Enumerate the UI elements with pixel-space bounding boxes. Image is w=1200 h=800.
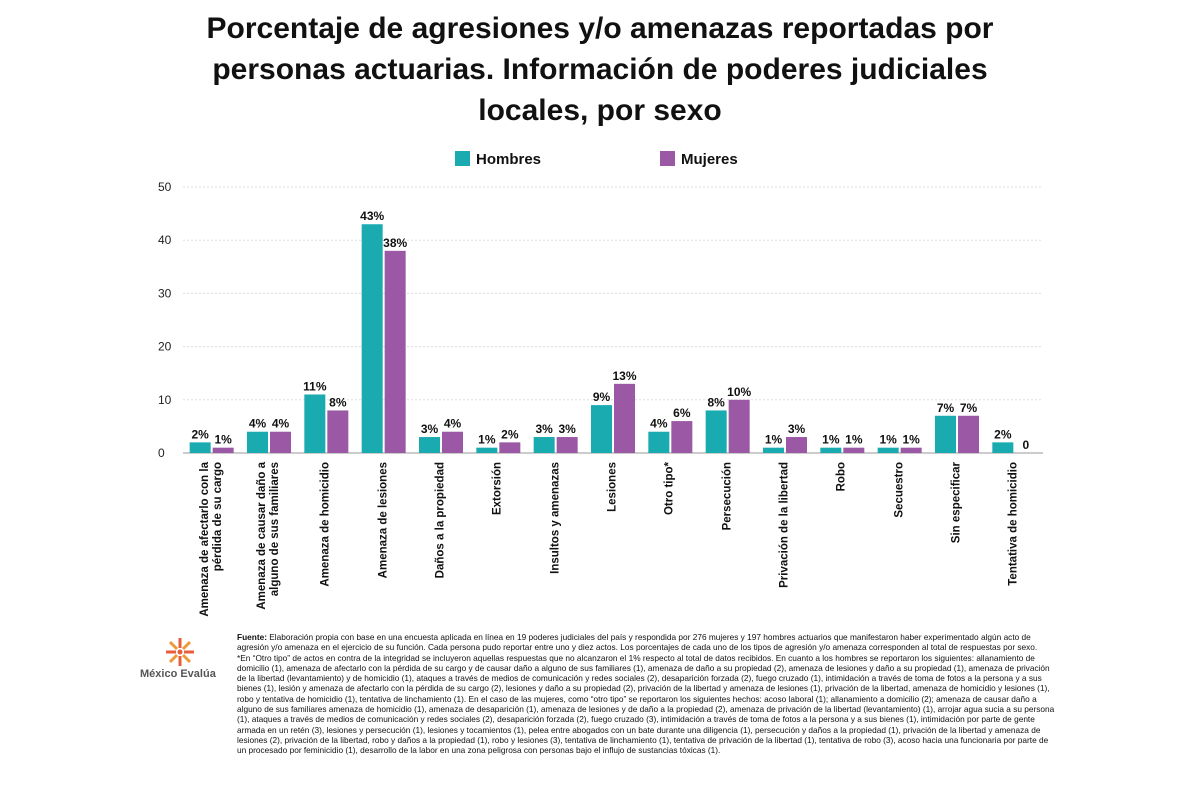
bar (556, 437, 578, 453)
value-label: 3% (788, 422, 806, 436)
x-tick-label: Privación de la libertad (778, 462, 791, 588)
bar (992, 442, 1014, 453)
value-label: 7% (937, 401, 955, 415)
x-tick-label: Amenaza de causar daño a alguno de sus f… (256, 462, 281, 610)
bar (958, 415, 979, 453)
bar (935, 415, 956, 453)
y-tick-label: 30 (158, 286, 172, 300)
value-label: 4% (650, 417, 668, 431)
value-label: 3% (421, 422, 439, 436)
value-label: 7% (960, 401, 978, 415)
bar (671, 421, 693, 453)
value-label: 13% (612, 369, 636, 383)
x-tick-label: Amenaza de afectarlo con la pérdida de s… (198, 462, 224, 617)
source-text: Elaboración propia con base en una encue… (237, 632, 1038, 653)
value-label: 43% (360, 209, 384, 223)
bar (533, 437, 555, 453)
value-label: 8% (707, 395, 725, 409)
chart-title: Porcentaje de agresiones y/o amenazas re… (206, 12, 994, 127)
y-tick-label: 20 (158, 340, 172, 354)
x-tick-label: Tentativa de homicidio (1007, 462, 1020, 586)
x-tick-label: Insultos y amenazas (549, 462, 562, 574)
x-tick-label: Amenaza de lesiones (377, 462, 390, 579)
legend-label: Mujeres (681, 151, 738, 168)
bar (384, 250, 406, 453)
value-label: 6% (673, 406, 691, 420)
value-label: 1% (765, 433, 783, 447)
bar (728, 399, 750, 453)
value-label: 10% (727, 385, 751, 399)
bar (361, 224, 383, 453)
x-tick-label: Lesiones (606, 462, 619, 512)
value-label: 1% (214, 433, 232, 447)
y-tick-label: 50 (158, 180, 172, 194)
value-label: 1% (879, 433, 897, 447)
bar (270, 431, 291, 453)
footnote: Fuente: Elaboración propia con base en u… (237, 632, 1055, 756)
bar (786, 437, 807, 453)
x-tick-label: Extorsión (491, 462, 504, 516)
value-label: 3% (535, 422, 553, 436)
value-label: 4% (249, 417, 267, 431)
value-label: 1% (902, 433, 920, 447)
bar (648, 431, 670, 453)
value-label: 4% (444, 417, 462, 431)
value-label: 3% (558, 422, 576, 436)
bar (843, 447, 865, 453)
bar (476, 447, 498, 453)
value-label: 2% (191, 427, 209, 441)
bar (591, 405, 612, 453)
x-tick-label: Persecución (721, 462, 734, 531)
bar (189, 442, 211, 453)
bar (763, 447, 784, 453)
value-label: 11% (303, 379, 327, 393)
legend-label: Hombres (476, 151, 541, 168)
bar (705, 410, 727, 453)
value-label: 1% (845, 433, 863, 447)
bar (247, 431, 268, 453)
value-label: 1% (478, 433, 496, 447)
value-label: 1% (822, 433, 840, 447)
value-label: 2% (501, 427, 519, 441)
bar (614, 383, 635, 453)
x-tick-label: Daños a la propiedad (434, 462, 447, 579)
bar (212, 447, 234, 453)
x-tick-label: Robo (835, 462, 848, 492)
legend-swatch (660, 151, 675, 166)
bar (877, 447, 899, 453)
source: Fuente: Elaboración propia con base en u… (237, 632, 1055, 653)
value-label: 0 (1022, 438, 1029, 452)
x-tick-label: Amenaza de homicidio (319, 462, 332, 587)
bar (820, 447, 842, 453)
value-label: 2% (994, 427, 1012, 441)
bar (442, 431, 463, 453)
value-label: 38% (383, 236, 407, 250)
value-label: 8% (329, 395, 347, 409)
logo-icon (166, 638, 194, 666)
source-label: Fuente: (237, 632, 267, 642)
y-tick-label: 0 (158, 446, 165, 460)
value-label: 4% (272, 417, 290, 431)
note: *En “Otro tipo” de actos en contra de la… (237, 652, 1055, 756)
logo-text: México Evalúa (140, 668, 216, 680)
x-tick-label: Otro tipo* (663, 462, 676, 516)
y-tick-label: 10 (158, 393, 172, 407)
value-label: 9% (593, 390, 611, 404)
y-tick-label: 40 (158, 233, 172, 247)
bar (304, 394, 326, 453)
bar (900, 447, 922, 453)
x-tick-label: Sin especificar (950, 462, 963, 544)
bar (499, 442, 521, 453)
bar (327, 410, 349, 453)
legend-swatch (455, 151, 470, 166)
x-tick-label: Secuestro (893, 462, 906, 518)
bar (419, 437, 440, 453)
